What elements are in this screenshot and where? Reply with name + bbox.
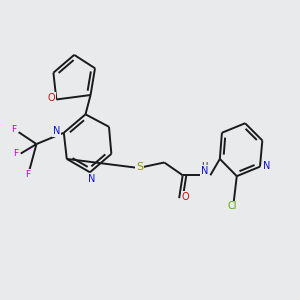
Text: F: F	[13, 149, 18, 158]
Text: F: F	[25, 170, 30, 179]
Text: N: N	[88, 174, 95, 184]
Text: S: S	[136, 162, 143, 172]
Text: O: O	[182, 192, 190, 202]
Text: O: O	[47, 93, 55, 103]
Text: N: N	[263, 161, 271, 171]
Text: Cl: Cl	[228, 202, 237, 212]
Text: H: H	[201, 162, 208, 171]
Text: F: F	[11, 125, 16, 134]
Text: N: N	[53, 126, 60, 136]
Text: N: N	[201, 166, 208, 176]
